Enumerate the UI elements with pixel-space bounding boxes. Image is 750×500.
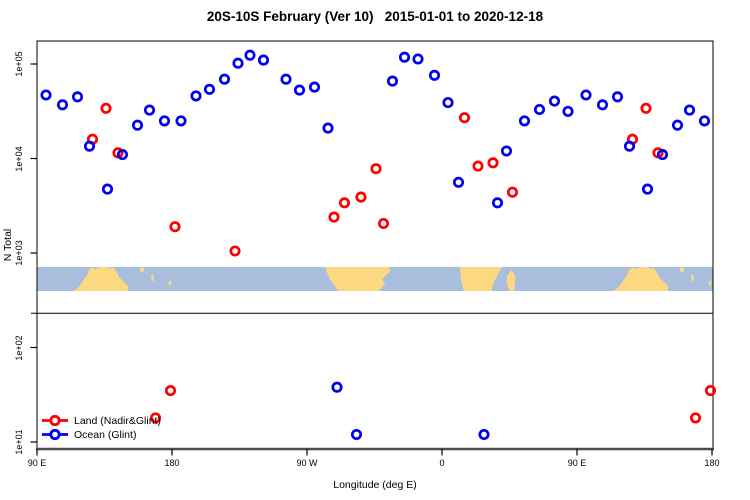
land-vanuatu (691, 274, 694, 282)
scatter-point (452, 176, 465, 188)
scatter-point (487, 157, 499, 169)
scatter-point (232, 57, 244, 69)
land-fiji (168, 280, 172, 286)
x-axis-title: Longitude (deg E) (333, 479, 417, 491)
legend-label-ocean: Ocean (Glint) (74, 428, 137, 441)
y-tick-label: 1e+05 (14, 51, 24, 77)
scatter-point (518, 115, 531, 127)
scatter-point (506, 186, 519, 198)
scatter-point (428, 69, 441, 81)
scatter-point (131, 119, 144, 131)
scatter-point (656, 149, 669, 161)
land-solomons (679, 267, 685, 273)
land-solomons (139, 267, 145, 273)
land-fiji (708, 280, 712, 286)
scatter-point (40, 89, 52, 101)
scatter-point (229, 245, 241, 257)
x-tick-label: 90 W (296, 458, 318, 468)
y-tick-label: 1e+04 (14, 145, 24, 172)
y-tick-label: 1e+02 (14, 334, 24, 361)
series-land (86, 102, 717, 424)
map-band (37, 267, 713, 291)
scatter-point (472, 160, 484, 172)
scatter-point (164, 385, 177, 397)
scatter-point (548, 95, 561, 107)
scatter-point (533, 103, 546, 116)
x-tick-label: 90 E (567, 458, 587, 468)
scatter-point (203, 83, 216, 95)
scatter-point (71, 91, 84, 103)
scatter-point (623, 140, 636, 152)
y-tick-label: 1e+03 (14, 240, 24, 266)
scatter-point (355, 191, 367, 203)
scatter-point (101, 183, 114, 195)
x-tick-label: 180 (164, 458, 180, 468)
land-timor (87, 267, 95, 276)
scatter-point (280, 73, 292, 85)
scatter-point (683, 104, 696, 116)
scatter-point (322, 122, 334, 134)
scatter-point (158, 115, 171, 127)
scatter-point (641, 183, 654, 195)
scatter-point (143, 104, 156, 116)
x-tick-label: 90 E (27, 458, 47, 468)
scatter-point (704, 385, 717, 397)
scatter-point (190, 90, 202, 102)
scatter-point (500, 145, 513, 157)
land-timor (627, 267, 635, 276)
land-australia (613, 267, 669, 291)
legend-marker (49, 414, 61, 427)
scatter-point (377, 217, 390, 230)
scatter-point (478, 428, 490, 441)
plot-box (36, 40, 714, 450)
land-vanuatu (151, 274, 154, 282)
scatter-point (175, 115, 187, 127)
scatter-point (244, 49, 256, 61)
series-ocean (40, 49, 711, 441)
legend-marker (49, 428, 61, 441)
scatter-point (398, 51, 411, 63)
scatter-point (458, 112, 471, 124)
scatter-point (671, 119, 684, 131)
scatter-point (331, 381, 343, 393)
legend-label-land: Land (Nadir&Glint) (74, 414, 161, 427)
scatter-point (562, 105, 574, 117)
scatter-point (370, 163, 382, 175)
y-axis-title: N Total (2, 228, 14, 262)
scatter-point (328, 211, 340, 223)
scatter-point (596, 99, 609, 111)
scatter-point (56, 99, 69, 111)
land-south_america (325, 267, 391, 291)
scatter-point (218, 73, 231, 85)
y-tick-label: 1e+01 (14, 429, 24, 455)
scatter-point (257, 54, 270, 66)
scatter-point (611, 91, 624, 103)
land-madagascar (506, 269, 516, 291)
scatter-point (83, 140, 96, 152)
scatter-point (689, 412, 702, 424)
scatter-point (491, 197, 504, 209)
scatter-point (338, 197, 351, 209)
scatter-point (100, 102, 112, 114)
scatter-point (116, 149, 129, 161)
x-tick-label: 0 (439, 458, 445, 468)
land-africa (460, 267, 502, 291)
scatter-point (308, 81, 321, 93)
scatter-point (350, 428, 363, 441)
land-australia (73, 267, 129, 291)
scatter-point (580, 89, 592, 101)
x-tick-label: 180 (704, 458, 720, 468)
scatter-point (293, 84, 306, 96)
scatter-point (640, 102, 652, 114)
scatter-point (169, 221, 181, 233)
scatter-point (412, 53, 424, 65)
scatter-point (442, 97, 454, 109)
scatter-point (698, 115, 711, 127)
scatter-point (149, 412, 162, 424)
scatter-point (386, 75, 399, 87)
chart-title: 20S-10S February (Ver 10) 2015-01-01 to … (206, 9, 544, 24)
